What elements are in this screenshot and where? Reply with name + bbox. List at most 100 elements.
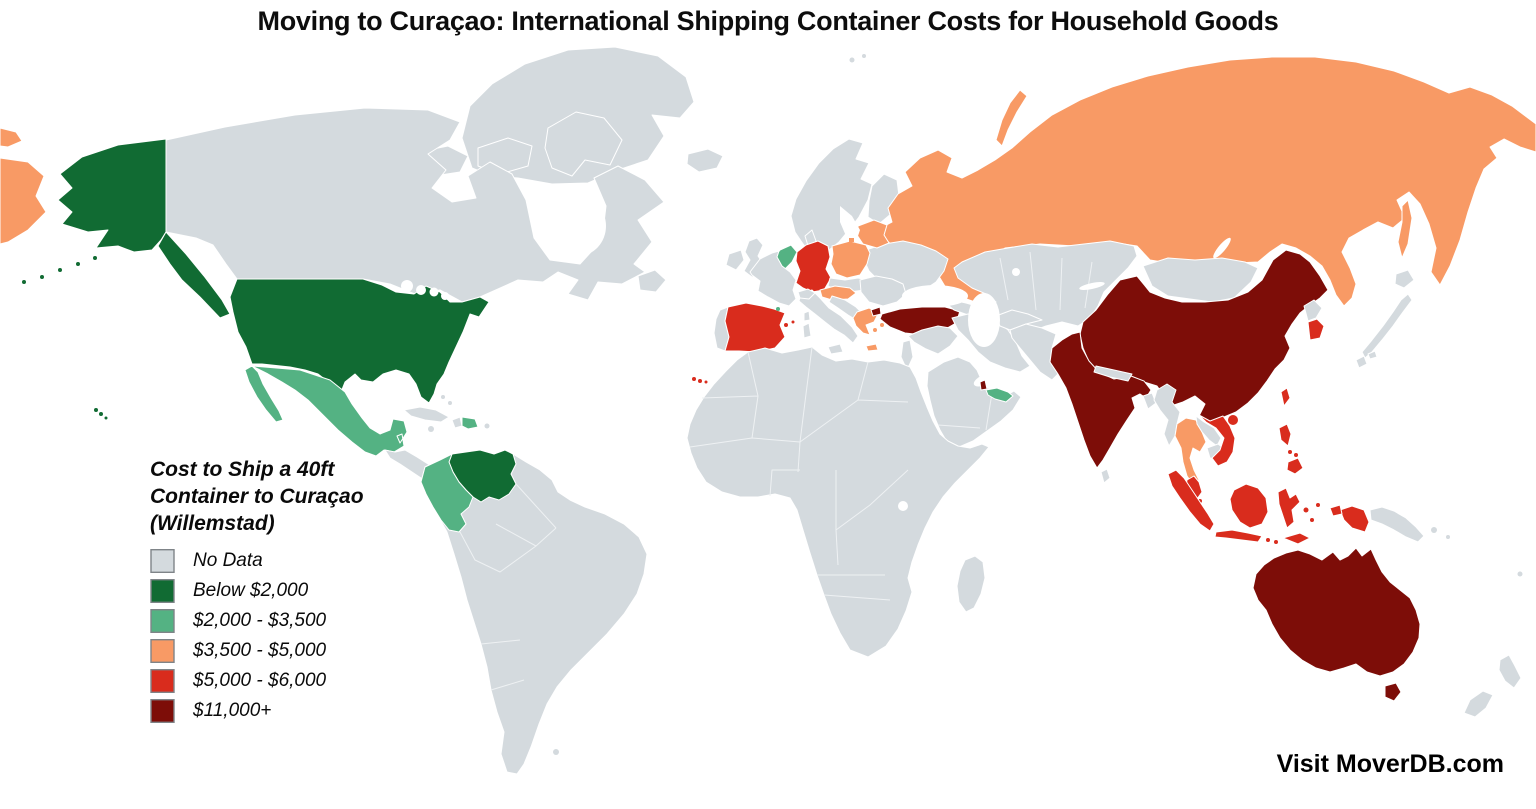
aleutian-4 xyxy=(40,275,44,279)
country-germany xyxy=(795,240,832,293)
legend-title-line-1: Cost to Ship a 40ft xyxy=(150,458,335,481)
country-mongolia xyxy=(1142,257,1259,303)
hawaii-3 xyxy=(104,416,108,420)
island-svalbard-1 xyxy=(849,57,855,63)
island-solomon xyxy=(1446,535,1450,539)
country-austria xyxy=(819,285,857,301)
swatch-rect xyxy=(150,549,175,573)
country-ireland xyxy=(725,249,745,271)
country-papua-new-guinea xyxy=(1369,506,1425,543)
region-nepal-bhutan xyxy=(1093,365,1133,382)
legend-swatch-3500-5000 xyxy=(150,639,175,663)
island-svalbard-2 xyxy=(862,54,866,58)
aleutian-2 xyxy=(76,262,80,266)
island-bahamas-1 xyxy=(441,395,445,399)
japan-kyushu xyxy=(1355,355,1368,369)
legend-label: $3,500 - $5,000 xyxy=(193,640,327,661)
legend-item-no-data: No Data xyxy=(150,549,364,573)
island-sicily xyxy=(827,343,844,355)
legend-item-2000-3500: $2,000 - $3,500 xyxy=(150,609,364,633)
baltic-sea xyxy=(840,206,860,242)
state-alaska xyxy=(57,138,167,253)
caspian-sea xyxy=(968,293,1000,347)
moluccas-3 xyxy=(1316,503,1320,507)
country-switzerland xyxy=(797,288,816,300)
legend-swatch-5000-6000 xyxy=(150,669,175,693)
legend-label: $2,000 - $3,500 xyxy=(193,610,327,631)
island-new-britain xyxy=(1431,527,1437,533)
country-colombia xyxy=(420,453,474,533)
lesser-sunda-2 xyxy=(1274,540,1278,544)
legend-swatch-below-2000 xyxy=(150,579,175,603)
island-sakhalin xyxy=(1397,199,1413,259)
island-java xyxy=(1214,529,1263,543)
swatch-rect xyxy=(150,639,175,663)
lesser-sunda-1 xyxy=(1266,538,1270,542)
turkey-european-part xyxy=(870,306,882,317)
great-lake-4 xyxy=(441,292,449,300)
aleutian-3 xyxy=(58,268,62,272)
region-romania-bulgaria xyxy=(859,275,907,307)
country-china xyxy=(1079,249,1329,423)
japan-hokkaido xyxy=(1394,269,1415,289)
alaska-panhandle xyxy=(157,231,231,319)
aral-sea xyxy=(1012,268,1020,276)
greek-island-1 xyxy=(873,328,877,332)
region-levant xyxy=(900,339,914,371)
canary-island-2 xyxy=(698,379,702,383)
region-kaliningrad xyxy=(849,238,854,242)
island-madagascar xyxy=(956,555,986,613)
hawaii-2 xyxy=(99,412,103,416)
country-india xyxy=(1049,331,1152,469)
island-borneo xyxy=(1229,483,1269,529)
legend-swatch-2000-3500 xyxy=(150,609,175,633)
legend-swatch-11000-plus xyxy=(150,699,175,723)
hawaii-1 xyxy=(94,408,98,412)
legend-title: Cost to Ship a 40ft Container to Curaçao… xyxy=(150,456,364,537)
new-zealand-south xyxy=(1463,690,1494,718)
legend-item-5000-6000: $5,000 - $6,000 xyxy=(150,669,364,693)
island-timor xyxy=(1282,532,1311,545)
swatch-rect xyxy=(150,609,175,633)
country-spain xyxy=(724,302,786,353)
moluccas-2 xyxy=(1310,518,1314,522)
country-mexico xyxy=(251,365,408,457)
balearic-island-2 xyxy=(791,320,795,324)
japan-shikoku xyxy=(1367,350,1378,360)
baja-california xyxy=(244,365,284,423)
black-sea xyxy=(902,285,968,307)
island-jamaica xyxy=(428,426,434,432)
legend-label: Below $2,000 xyxy=(193,580,309,601)
country-north-korea xyxy=(1303,299,1323,322)
philippines-luzon xyxy=(1278,423,1292,447)
philippines-mindanao xyxy=(1286,457,1304,475)
region-arabian-peninsula xyxy=(926,356,1022,448)
country-dominican-republic xyxy=(461,416,479,430)
russia-chukotka-fragment xyxy=(0,157,47,245)
island-taiwan xyxy=(1280,387,1291,407)
japan-honshu xyxy=(1361,293,1413,359)
country-afghanistan xyxy=(995,309,1043,331)
lake-baikal xyxy=(1213,237,1231,259)
island-new-caledonia xyxy=(1517,571,1523,577)
page-title: Moving to Curaçao: International Shippin… xyxy=(257,6,1279,36)
country-france xyxy=(749,250,797,307)
great-lake-3 xyxy=(429,287,439,297)
lake-victoria xyxy=(898,501,908,511)
island-sardinia xyxy=(802,322,812,339)
country-poland xyxy=(830,240,871,279)
aleutian-1 xyxy=(93,256,97,260)
swatch-rect xyxy=(150,579,175,603)
region-iraq-syria xyxy=(907,325,959,355)
moverdb-link[interactable]: Visit MoverDB.com xyxy=(1276,750,1504,778)
country-qatar xyxy=(979,379,988,391)
island-baffin xyxy=(544,111,623,177)
indonesia-birds-head xyxy=(1329,504,1343,517)
country-iceland xyxy=(686,148,724,173)
legend-item-11000-plus: $11,000+ xyxy=(150,699,364,723)
hudson-bay xyxy=(550,196,606,256)
country-andorra xyxy=(776,307,780,311)
legend-item-3500-5000: $3,500 - $5,000 xyxy=(150,639,364,663)
